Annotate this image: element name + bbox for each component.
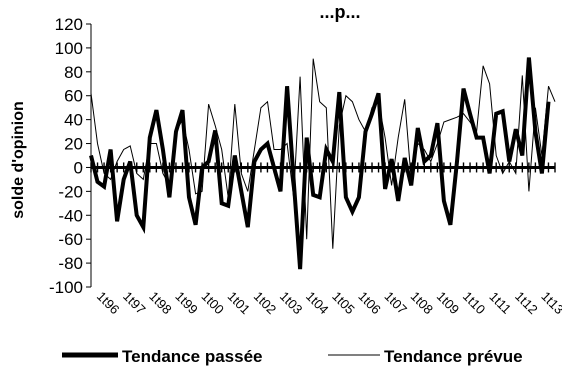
y-axis-label: solde d'opinion xyxy=(10,101,27,219)
y-tick-label: 40 xyxy=(64,111,83,130)
y-tick-label: -20 xyxy=(58,182,83,201)
y-tick-label: 120 xyxy=(55,15,83,34)
y-tick-label: -80 xyxy=(58,254,83,273)
y-tick-label: -40 xyxy=(58,206,83,225)
x-tick-label: 1t11 xyxy=(486,289,514,317)
x-tick-label: 1t98 xyxy=(146,289,175,318)
x-tick-label: 1t12 xyxy=(512,289,541,318)
legend: Tendance passée Tendance prévue xyxy=(62,347,523,366)
x-tick-label: 1t04 xyxy=(303,289,332,318)
y-tick-label: 80 xyxy=(64,63,83,82)
legend-label-tendance-passee: Tendance passée xyxy=(122,347,262,366)
series-layer xyxy=(89,57,556,270)
x-tick-label: 1t02 xyxy=(251,289,280,318)
x-tick-label: 1t03 xyxy=(277,289,306,318)
x-tick-label: 1t08 xyxy=(408,289,437,318)
x-axis: 1t961t971t981t991t001t011t021t031t041t05… xyxy=(90,162,562,318)
y-tick-label: -100 xyxy=(49,278,83,297)
x-tick-label: 1t97 xyxy=(120,289,149,318)
x-tick-label: 1t99 xyxy=(172,289,201,318)
x-tick-label: 1t01 xyxy=(225,289,254,318)
x-tick-label: 1t13 xyxy=(538,289,562,318)
y-axis: -100 -80 -60 -40 -20 0 20 40 60 80 100 120 xyxy=(49,15,92,297)
x-tick-label: 1t00 xyxy=(198,289,227,318)
x-tick-label: 1t06 xyxy=(355,289,384,318)
y-tick-label: 20 xyxy=(64,135,83,154)
y-tick-label: -60 xyxy=(58,230,83,249)
x-tick-label: 1t10 xyxy=(460,289,489,318)
x-tick-label: 1t05 xyxy=(329,289,358,318)
y-tick-label: 100 xyxy=(55,39,83,58)
series-line-tendance-passee xyxy=(89,57,551,270)
x-tick-label: 1t07 xyxy=(381,289,410,318)
y-tick-label: 0 xyxy=(74,158,83,177)
legend-label-tendance-prevue: Tendance prévue xyxy=(384,347,523,366)
chart-title: ...p... xyxy=(319,2,360,22)
x-tick-label: 1t09 xyxy=(434,289,463,318)
x-tick-label: 1t96 xyxy=(94,289,123,318)
y-tick-label: 60 xyxy=(64,87,83,106)
